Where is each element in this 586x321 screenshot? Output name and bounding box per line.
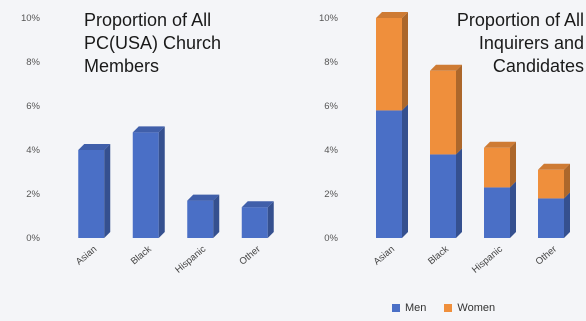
right-bar-side-hispanic-women	[510, 141, 516, 188]
left-ytick-label: 8%	[26, 57, 40, 68]
right-bar-side-other-women	[564, 163, 570, 199]
left-title-line-3: Members	[84, 56, 160, 76]
right-xtick-label-hispanic: Hispanic	[470, 244, 505, 276]
left-xtick-label-hispanic: Hispanic	[173, 244, 208, 276]
left-bar-hispanic-value	[187, 200, 214, 238]
right-title-line-3: Candidates	[492, 56, 584, 76]
left-bar-side-black-value	[158, 126, 165, 238]
left-ytick-label: 6%	[26, 101, 40, 112]
left-xtick-label-other: Other	[237, 244, 262, 268]
right-bar-top-black	[430, 64, 462, 71]
right-bar-other-women	[538, 169, 564, 199]
right-bar-side-asian-men	[402, 104, 408, 239]
legend-label-women: Women	[457, 302, 496, 314]
chart-legend: Men Women	[392, 302, 507, 314]
right-bar-black-men	[430, 154, 456, 238]
right-bar-hispanic-women	[484, 147, 510, 188]
right-bar-side-other-men	[564, 192, 570, 238]
right-chart-title: Proportion of All Inquirers and Candidat…	[457, 9, 584, 78]
right-xtick-label-black: Black	[426, 244, 451, 268]
right-bar-side-hispanic-men	[510, 181, 516, 238]
left-xtick-label-asian: Asian	[74, 244, 99, 268]
right-bar-asian-women	[376, 18, 402, 111]
left-ytick-label: 0%	[26, 233, 40, 244]
right-xtick-label-asian: Asian	[372, 244, 397, 268]
right-bar-side-black-men	[456, 148, 462, 238]
left-bar-side-asian-value	[104, 144, 111, 238]
left-bar-top-hispanic	[187, 194, 220, 201]
right-bar-top-other	[538, 163, 570, 170]
left-bar-asian-value	[78, 150, 105, 238]
left-ytick-label: 4%	[26, 145, 40, 156]
left-bar-other-value	[241, 207, 268, 238]
right-bar-hispanic-men	[484, 187, 510, 238]
right-title-line-1: Proportion of All	[456, 10, 584, 30]
left-chart-title: Proportion of All PC(USA) Church Members	[84, 9, 221, 78]
left-xtick-label-black: Black	[129, 244, 154, 268]
left-ytick-label: 10%	[21, 13, 41, 24]
left-title-line-1: Proportion of All	[84, 10, 212, 30]
right-title-line-2: Inquirers and	[478, 33, 584, 53]
legend-item-women: Women	[444, 302, 495, 314]
legend-swatch-women	[444, 304, 453, 312]
right-ytick-label: 4%	[324, 145, 338, 156]
right-bar-top-asian	[376, 12, 408, 18]
right-ytick-label: 6%	[324, 101, 338, 112]
right-bar-side-black-women	[456, 64, 462, 155]
legend-item-men: Men	[392, 302, 426, 314]
left-bar-black-value	[132, 132, 159, 238]
left-bar-side-hispanic-value	[213, 194, 220, 238]
left-ytick-label: 2%	[26, 189, 40, 200]
right-ytick-label: 10%	[319, 13, 339, 24]
right-ytick-label: 2%	[324, 189, 338, 200]
left-bar-top-black	[132, 126, 165, 133]
right-bar-top-hispanic	[484, 141, 516, 148]
right-xtick-label-other: Other	[534, 244, 559, 268]
right-ytick-label: 8%	[324, 57, 338, 68]
left-title-line-2: PC(USA) Church	[84, 33, 222, 53]
right-bar-other-men	[538, 198, 564, 238]
legend-swatch-men	[392, 304, 400, 312]
legend-label-men: Men	[405, 302, 427, 314]
right-bar-asian-men	[376, 110, 402, 238]
right-bar-side-asian-women	[402, 12, 408, 111]
left-bar-top-other	[241, 201, 274, 208]
left-bar-side-other-value	[267, 201, 274, 238]
right-bar-black-women	[430, 70, 456, 155]
right-ytick-label: 0%	[324, 233, 338, 244]
left-bar-top-asian	[78, 144, 111, 150]
